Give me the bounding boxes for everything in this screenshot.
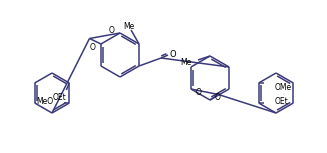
Text: O: O — [215, 93, 221, 101]
Text: Me: Me — [123, 22, 135, 30]
Text: O: O — [90, 43, 96, 52]
Text: MeO: MeO — [36, 97, 53, 106]
Text: O: O — [170, 50, 176, 58]
Text: Me: Me — [180, 58, 191, 67]
Text: O: O — [196, 88, 202, 97]
Text: OEt: OEt — [52, 93, 66, 101]
Text: O: O — [109, 26, 115, 34]
Text: OMe: OMe — [275, 82, 292, 91]
Text: OEt: OEt — [275, 97, 288, 106]
